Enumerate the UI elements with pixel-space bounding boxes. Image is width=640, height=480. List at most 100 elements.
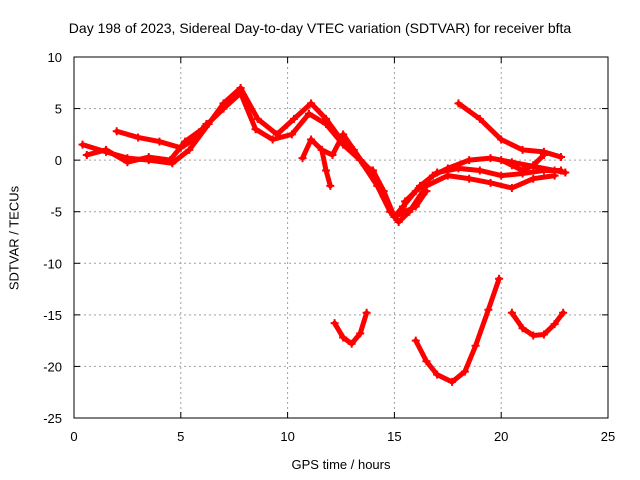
data-point bbox=[411, 202, 420, 211]
data-point bbox=[298, 154, 307, 163]
data-point bbox=[166, 156, 175, 165]
data-point bbox=[268, 135, 277, 144]
x-tick-label: 15 bbox=[387, 429, 401, 444]
data-point bbox=[518, 324, 527, 333]
data-point bbox=[253, 114, 262, 123]
data-point bbox=[518, 145, 527, 154]
data-point bbox=[78, 140, 87, 149]
series-track-10 bbox=[330, 308, 371, 348]
data-point bbox=[443, 171, 452, 180]
data-point bbox=[339, 130, 348, 139]
chart-title: Day 198 of 2023, Sidereal Day-to-day VTE… bbox=[68, 20, 572, 36]
data-point bbox=[497, 171, 506, 180]
data-point bbox=[557, 153, 566, 162]
data-point bbox=[518, 166, 527, 175]
data-point bbox=[185, 145, 194, 154]
y-axis-label: SDTVAR / TECUs bbox=[6, 185, 22, 291]
data-point bbox=[465, 174, 474, 183]
data-point bbox=[486, 154, 495, 163]
y-tick-label: -20 bbox=[43, 359, 62, 374]
series-track-3 bbox=[298, 130, 380, 185]
data-point bbox=[287, 130, 296, 139]
x-tick-label: 25 bbox=[601, 429, 615, 444]
series-line bbox=[300, 131, 378, 184]
series-line bbox=[114, 121, 209, 151]
data-point bbox=[362, 308, 371, 317]
series-track-11 bbox=[411, 274, 504, 386]
data-point bbox=[550, 320, 559, 329]
series-track-5 bbox=[369, 166, 431, 221]
data-point bbox=[326, 181, 335, 190]
data-point bbox=[465, 156, 474, 165]
data-point bbox=[219, 104, 228, 113]
data-point bbox=[539, 330, 548, 339]
data-point bbox=[484, 305, 493, 314]
series-track-4 bbox=[317, 145, 335, 190]
data-point bbox=[369, 166, 378, 175]
data-point bbox=[561, 168, 570, 177]
data-point bbox=[236, 89, 245, 98]
data-point bbox=[398, 202, 407, 211]
data-point bbox=[475, 114, 484, 123]
data-point bbox=[304, 109, 313, 118]
data-point bbox=[330, 319, 339, 328]
series-line bbox=[370, 167, 429, 220]
axis-ticks: 0 5 10 15 20 25 -25 -20 -15 -10 -5 0 5 10 bbox=[43, 50, 615, 444]
data-point bbox=[539, 150, 548, 159]
data-point bbox=[317, 145, 326, 154]
data-point bbox=[428, 171, 437, 180]
data-point bbox=[475, 166, 484, 175]
data-point bbox=[486, 178, 495, 187]
data-point bbox=[497, 135, 506, 144]
data-point bbox=[322, 120, 331, 129]
plot-frame bbox=[73, 56, 609, 419]
data-point bbox=[356, 329, 365, 338]
y-tick-label: 0 bbox=[55, 153, 62, 168]
data-point bbox=[155, 137, 164, 146]
data-point bbox=[507, 161, 516, 170]
x-tick-label: 0 bbox=[70, 429, 77, 444]
data-point bbox=[307, 99, 316, 108]
data-point bbox=[82, 150, 91, 159]
series-track-12 bbox=[507, 308, 568, 340]
data-point bbox=[251, 125, 260, 134]
data-point bbox=[339, 333, 348, 342]
series-layer bbox=[78, 83, 570, 386]
x-tick-label: 20 bbox=[494, 429, 508, 444]
data-point bbox=[123, 158, 132, 167]
data-point bbox=[401, 207, 410, 216]
data-point bbox=[322, 166, 331, 175]
data-point bbox=[202, 120, 211, 129]
data-point bbox=[507, 183, 516, 192]
data-point bbox=[307, 135, 316, 144]
data-point bbox=[550, 166, 559, 175]
data-point bbox=[443, 164, 452, 173]
data-point bbox=[328, 150, 337, 159]
x-tick-label: 10 bbox=[280, 429, 294, 444]
data-point bbox=[176, 143, 185, 152]
data-point bbox=[401, 197, 410, 206]
data-point bbox=[507, 308, 516, 317]
data-point bbox=[460, 367, 469, 376]
data-point bbox=[448, 377, 457, 386]
series-track-9 bbox=[497, 150, 548, 175]
y-tick-label: 10 bbox=[48, 50, 62, 65]
data-point bbox=[349, 145, 358, 154]
y-tick-label: -10 bbox=[43, 256, 62, 271]
y-tick-label: 5 bbox=[55, 102, 62, 117]
data-point bbox=[422, 357, 431, 366]
y-tick-label: -15 bbox=[43, 308, 62, 323]
series-line bbox=[455, 100, 564, 160]
y-tick-label: -5 bbox=[50, 205, 62, 220]
data-point bbox=[360, 161, 369, 170]
series-line bbox=[332, 310, 370, 347]
series-line bbox=[509, 310, 566, 338]
series-track-7 bbox=[112, 120, 211, 152]
data-point bbox=[497, 156, 506, 165]
data-point bbox=[495, 274, 504, 283]
data-point bbox=[529, 174, 538, 183]
data-point bbox=[347, 339, 356, 348]
data-point bbox=[411, 336, 420, 345]
data-point bbox=[134, 133, 143, 142]
